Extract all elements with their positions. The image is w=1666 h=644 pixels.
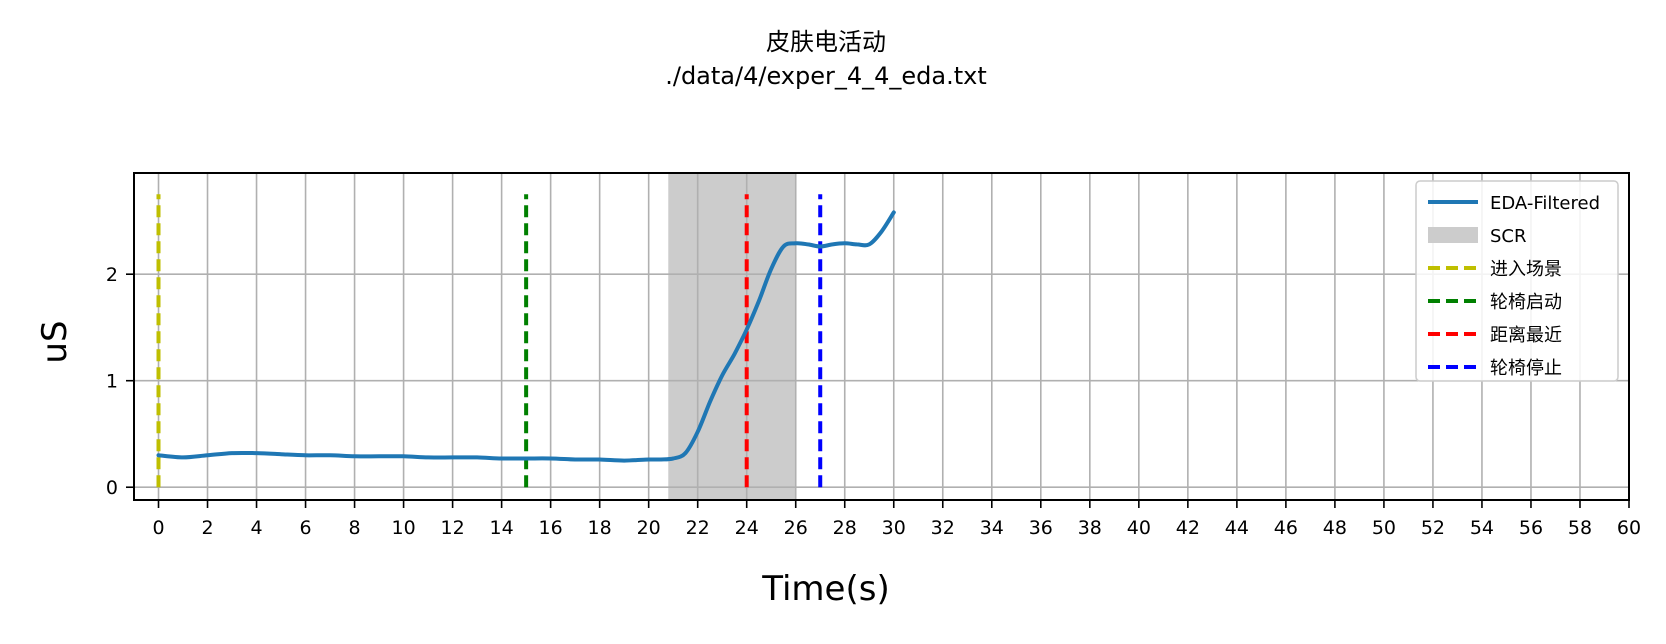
legend-entry-label: EDA-Filtered xyxy=(1490,193,1600,214)
x-tick-label: 24 xyxy=(735,517,759,539)
x-tick-label: 40 xyxy=(1127,517,1151,539)
x-tick-label: 4 xyxy=(250,517,262,539)
series-layer xyxy=(156,210,896,463)
eda-filtered-series-line xyxy=(156,210,896,463)
x-tick-label: 18 xyxy=(588,517,612,539)
x-tick-label: 58 xyxy=(1568,517,1592,539)
legend-entry-label: 轮椅启动 xyxy=(1490,292,1562,313)
x-tick-label: 8 xyxy=(349,517,361,539)
x-tick-label: 56 xyxy=(1519,517,1543,539)
plot-area: 0 2 4 6 8 10 12 14 16 18 20 22 24 26 28 30 32 34 36 38 40 42 4… xyxy=(106,172,1641,539)
x-tick-label: 32 xyxy=(931,517,955,539)
x-tick-label: 34 xyxy=(980,517,1004,539)
x-tick-label: 30 xyxy=(882,517,906,539)
x-tick-label: 42 xyxy=(1176,517,1200,539)
legend-entry-label: 轮椅停止 xyxy=(1490,358,1562,379)
x-tick-label: 48 xyxy=(1323,517,1347,539)
x-tick-label: 46 xyxy=(1274,517,1298,539)
x-tick-label: 12 xyxy=(441,517,465,539)
x-tick-label: 16 xyxy=(539,517,563,539)
y-tick-label: 2 xyxy=(106,264,118,286)
legend-entry-label: SCR xyxy=(1490,226,1527,247)
legend-marker-patch xyxy=(1428,227,1478,243)
x-tick-label: 2 xyxy=(201,517,213,539)
legend-entry-label: 距离最近 xyxy=(1490,325,1562,346)
x-tick-label: 0 xyxy=(152,517,164,539)
y-tick-label: 0 xyxy=(106,477,118,499)
x-tick-label: 14 xyxy=(490,517,514,539)
y-axis-label: uS xyxy=(35,320,75,363)
x-tick-label: 36 xyxy=(1029,517,1053,539)
y-tick-label: 1 xyxy=(106,371,118,393)
tick-layer: 0 2 4 6 8 10 12 14 16 18 20 22 24 26 28 30 32 34 36 38 40 42 4… xyxy=(106,264,1641,539)
chart-subtitle: ./data/4/exper_4_4_eda.txt xyxy=(665,62,987,90)
axes-frame xyxy=(133,172,1630,501)
x-tick-label: 44 xyxy=(1225,517,1249,539)
x-tick-label: 28 xyxy=(833,517,857,539)
x-tick-label: 60 xyxy=(1617,517,1641,539)
x-tick-label: 54 xyxy=(1470,517,1494,539)
x-tick-label: 50 xyxy=(1372,517,1396,539)
x-tick-label: 26 xyxy=(784,517,808,539)
x-tick-label: 22 xyxy=(686,517,710,539)
event-lines-layer xyxy=(156,194,823,488)
grid-layer xyxy=(134,173,1630,500)
x-tick-label: 38 xyxy=(1078,517,1102,539)
x-tick-label: 52 xyxy=(1421,517,1445,539)
legend-entry-label: 进入场景 xyxy=(1490,259,1562,280)
chart-title: 皮肤电活动 xyxy=(766,28,886,56)
x-tick-label: 20 xyxy=(637,517,661,539)
x-tick-label: 10 xyxy=(391,517,415,539)
x-tick-label: 6 xyxy=(300,517,312,539)
x-axis-label: Time(s) xyxy=(761,569,889,609)
